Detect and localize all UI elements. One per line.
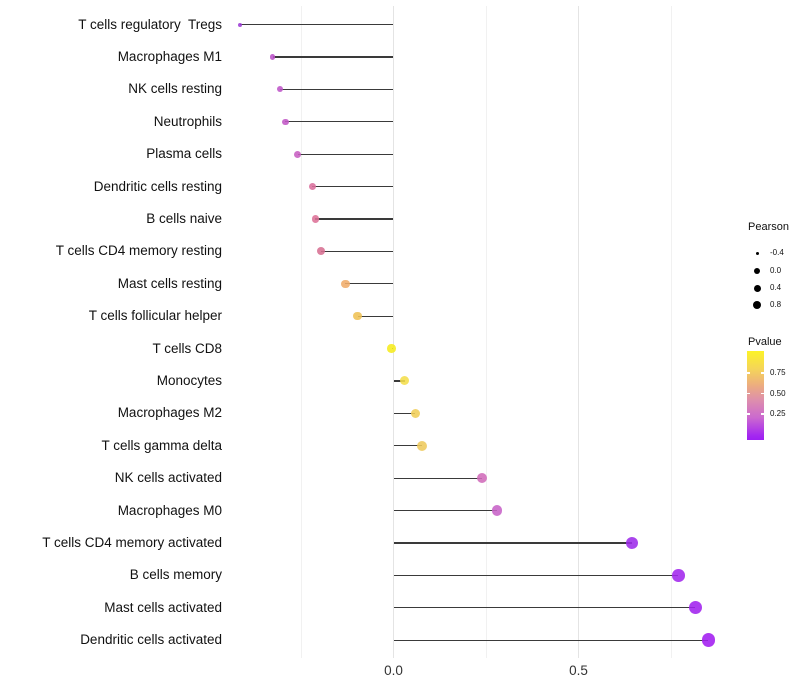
category-label: NK cells activated (114, 470, 222, 486)
category-label: Macrophages M1 (117, 49, 222, 65)
category-label: T cells gamma delta (101, 437, 222, 453)
pvalue-legend-label: 0.50 (770, 388, 786, 398)
category-label: Monocytes (156, 372, 222, 388)
data-point (238, 22, 243, 27)
lollipop-stem (393, 445, 422, 447)
lollipop-stem (393, 574, 679, 576)
lollipop-stem (272, 56, 394, 58)
x-axis-tick-label: 0.5 (569, 663, 588, 678)
lollipop-stem (345, 283, 394, 285)
x-gridline-minor (670, 6, 672, 658)
data-point (269, 54, 276, 60)
category-label: Dendritic cells resting (93, 178, 222, 194)
x-gridline-minor (300, 6, 302, 658)
data-point (491, 505, 503, 516)
lollipop-stem (393, 412, 416, 414)
lollipop-stem (321, 250, 394, 253)
data-point (317, 247, 326, 256)
data-point (387, 344, 396, 353)
pvalue-bar-tick (761, 372, 764, 374)
category-label: B cells naive (146, 211, 222, 227)
pearson-legend-label: -0.4 (770, 248, 784, 257)
category-label: Mast cells activated (104, 599, 222, 615)
category-label: Macrophages M0 (117, 502, 222, 518)
lollipop-stem (393, 477, 483, 479)
pvalue-bar-tick (761, 413, 764, 415)
data-point (416, 440, 427, 451)
pearson-legend-label: 0.4 (770, 283, 782, 292)
lollipop-stem (393, 639, 709, 641)
category-label: T cells CD4 memory activated (42, 534, 222, 550)
data-point (282, 118, 289, 126)
category-label: B cells memory (129, 567, 222, 583)
category-label: Macrophages M2 (117, 405, 222, 421)
data-point (701, 633, 716, 647)
data-point (294, 150, 302, 158)
pearson-legend-dot (754, 268, 760, 274)
lollipop-stem (279, 88, 394, 91)
category-label: Dendritic cells activated (80, 632, 222, 648)
pvalue-bar-tick (761, 392, 764, 395)
category-label: Neutrophils (153, 113, 222, 129)
pvalue-gradient-bar (747, 351, 764, 440)
category-label: T cells CD8 (152, 340, 222, 356)
pearson-legend-label: 0.8 (770, 300, 782, 309)
lollipop-stem (393, 607, 696, 609)
pearson-legend-dot (752, 300, 762, 310)
pearson-legend-dot (755, 251, 759, 255)
pvalue-bar-tick (747, 413, 750, 415)
pvalue-bar-tick (747, 372, 750, 374)
pearson-legend-label: 0.0 (770, 266, 782, 275)
lollipop-stem (315, 218, 394, 220)
lollipop-stem (393, 380, 405, 382)
x-axis-tick-label: 0.0 (384, 663, 403, 678)
x-gridline-major (393, 6, 394, 658)
pearson-legend-dot (753, 284, 761, 292)
data-point (410, 408, 421, 419)
data-point (311, 215, 320, 223)
category-label: T cells CD4 memory resting (55, 243, 222, 259)
lollipop-stem (240, 24, 394, 26)
lollipop-stem (357, 315, 394, 317)
lollipop-stem (312, 186, 394, 188)
data-point (341, 279, 350, 289)
data-point (688, 601, 702, 615)
lollipop-stem (297, 153, 394, 155)
pvalue-legend-label: 0.25 (770, 409, 786, 418)
pvalue-legend-title: Pvalue (748, 336, 782, 348)
data-point (353, 311, 362, 321)
pvalue-legend-label: 0.75 (770, 368, 786, 377)
category-label: Plasma cells (146, 146, 222, 162)
category-label: T cells follicular helper (88, 308, 222, 324)
data-point (400, 376, 410, 386)
lollipop-stem (393, 542, 633, 544)
data-point (626, 536, 639, 549)
x-gridline-major (578, 6, 579, 658)
data-point (477, 473, 488, 484)
x-gridline-minor (485, 6, 487, 658)
data-point (308, 182, 317, 191)
pvalue-bar-tick (747, 392, 750, 395)
lollipop-stem (285, 121, 394, 123)
category-label: Mast cells resting (117, 275, 222, 291)
category-label: NK cells resting (128, 81, 222, 97)
category-label: T cells regulatory Tregs (78, 16, 222, 32)
lollipop-stem (393, 509, 498, 512)
data-point (672, 569, 685, 582)
pearson-legend-title: Pearson (748, 221, 789, 233)
data-point (276, 86, 283, 93)
